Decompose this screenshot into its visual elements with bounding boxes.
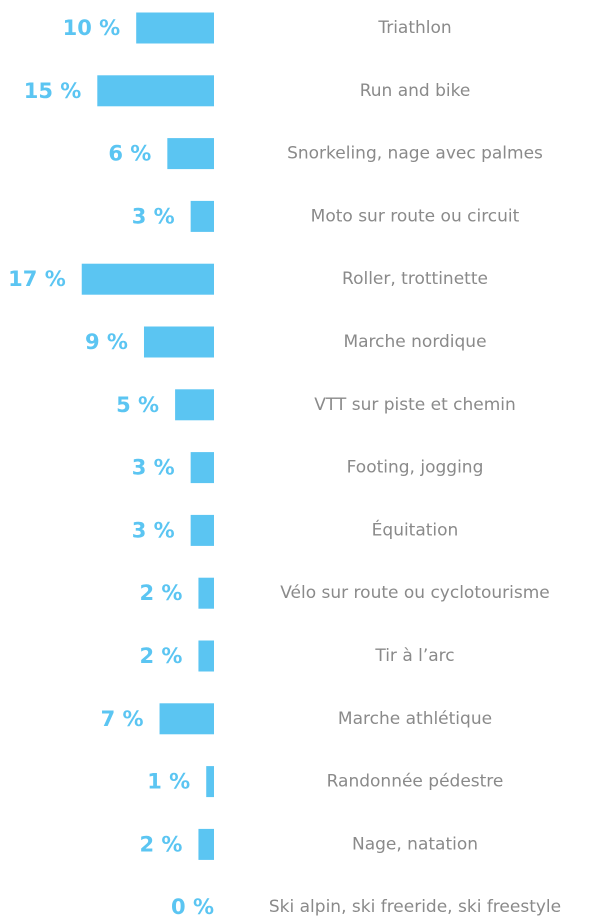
bar: [143, 326, 214, 358]
bar: [190, 514, 214, 546]
value-label: 3 %: [132, 204, 175, 228]
value-label: 17 %: [8, 267, 66, 291]
category-label: Randonnée pédestre: [327, 772, 504, 792]
category-label: Marche athlétique: [338, 709, 492, 729]
bar: [167, 138, 214, 170]
bar: [81, 263, 215, 295]
value-label: 1 %: [147, 770, 190, 794]
bar: [136, 12, 214, 44]
category-label: Vélo sur route ou cyclotourisme: [280, 583, 550, 603]
bar: [159, 703, 214, 735]
value-label: 6 %: [108, 142, 151, 166]
value-label: 5 %: [116, 393, 159, 417]
value-label: 2 %: [139, 581, 182, 605]
value-label: 10 %: [63, 16, 121, 40]
category-label: Ski alpin, ski freeride, ski freestyle: [269, 897, 561, 917]
bar: [198, 577, 214, 609]
value-label: 2 %: [139, 832, 182, 856]
value-label: 7 %: [101, 707, 144, 731]
category-label: Snorkeling, nage avec palmes: [287, 144, 543, 164]
bar: [175, 389, 214, 421]
value-label: 9 %: [85, 330, 128, 354]
category-label: Roller, trottinette: [342, 269, 488, 289]
value-label: 3 %: [132, 518, 175, 542]
category-label: Nage, natation: [352, 834, 478, 854]
category-label: VTT sur piste et chemin: [314, 395, 516, 415]
category-label: Footing, jogging: [347, 458, 484, 478]
bar: [198, 640, 214, 672]
value-label: 2 %: [139, 644, 182, 668]
category-label: Run and bike: [360, 81, 471, 101]
category-label: Marche nordique: [343, 332, 486, 352]
bar: [97, 75, 214, 107]
value-label: 0 %: [171, 895, 214, 918]
bar: [190, 200, 214, 232]
value-label: 3 %: [132, 456, 175, 480]
category-label: Moto sur route ou circuit: [311, 206, 520, 226]
bar: [198, 828, 214, 860]
bar: [190, 452, 214, 484]
category-label: Équitation: [372, 518, 459, 540]
category-label: Triathlon: [377, 18, 451, 38]
bar: [206, 766, 214, 798]
value-label: 15 %: [24, 79, 82, 103]
category-label: Tir à l’arc: [374, 646, 454, 666]
